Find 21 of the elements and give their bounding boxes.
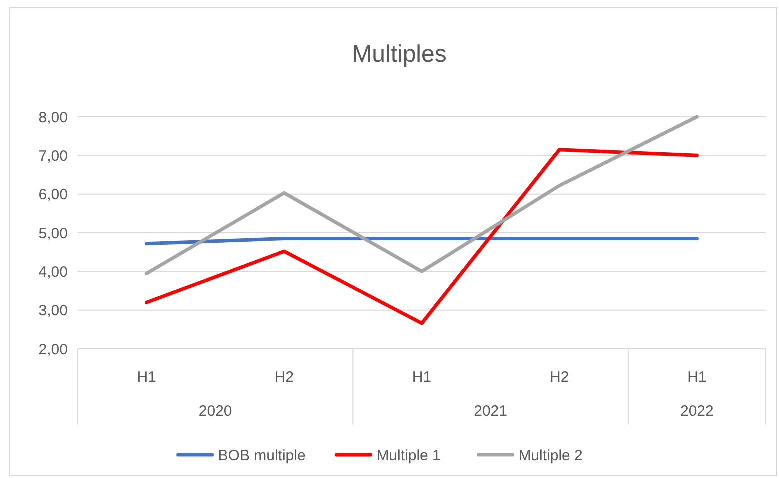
- x-tick-label: H2: [550, 369, 570, 386]
- y-tick-label: 5,00: [38, 225, 68, 242]
- y-tick-label: 7,00: [38, 148, 68, 165]
- y-tick-label: 3,00: [38, 302, 68, 320]
- text: 2021: [474, 403, 508, 420]
- x-tick-label: H1: [412, 369, 432, 386]
- y-tick-label: 2,00: [38, 341, 68, 358]
- y-tick-label: 6,00: [38, 186, 68, 204]
- legend-label: Multiple 1: [376, 447, 441, 464]
- line-series: [145, 115, 699, 276]
- text: 2022: [680, 403, 714, 420]
- text: 2020: [198, 403, 232, 420]
- legend-label: Multiple 2: [518, 447, 583, 464]
- x-tick-label: H1: [137, 369, 156, 386]
- line-series: [145, 148, 699, 326]
- chart-title: Multiples: [352, 41, 447, 68]
- y-tick-label: 4,00: [38, 264, 68, 281]
- y-tick-label: 8,00: [38, 109, 68, 126]
- x-tick-label: H1: [688, 369, 707, 386]
- legend-label: BOB multiple: [218, 447, 306, 464]
- x-tick-label: H2: [274, 369, 294, 386]
